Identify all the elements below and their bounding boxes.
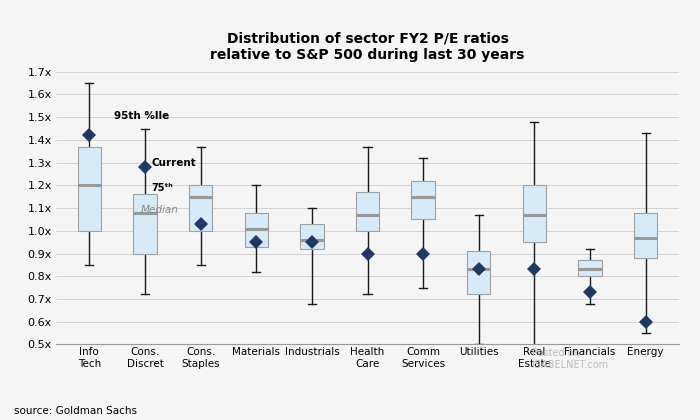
Bar	[244, 213, 268, 247]
Bar	[300, 224, 323, 249]
Bar	[412, 181, 435, 219]
Text: 75ᵗʰ: 75ᵗʰ	[152, 183, 174, 193]
Bar	[634, 213, 657, 258]
Text: Current: Current	[152, 158, 197, 168]
Title: Distribution of sector FY2 P/E ratios
relative to S&P 500 during last 30 years: Distribution of sector FY2 P/E ratios re…	[210, 32, 525, 62]
Text: Median: Median	[141, 205, 178, 215]
Bar	[133, 194, 157, 254]
Bar	[578, 260, 602, 276]
Text: Posted on
ISABELNET.com: Posted on ISABELNET.com	[532, 348, 608, 370]
Bar	[467, 251, 491, 294]
Bar	[78, 147, 101, 231]
Bar	[523, 185, 546, 242]
Text: 95th %lle: 95th %lle	[114, 111, 169, 121]
Bar	[189, 185, 212, 231]
Bar	[356, 192, 379, 231]
Text: source: Goldman Sachs: source: Goldman Sachs	[14, 406, 137, 416]
